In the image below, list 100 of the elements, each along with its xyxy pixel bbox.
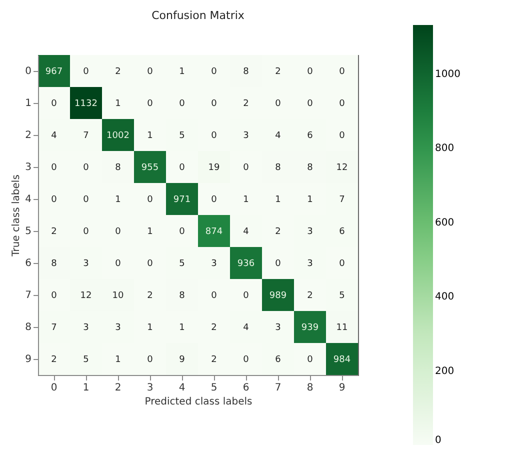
data-label: 1 [307, 195, 313, 205]
data-label: 0 [83, 67, 90, 77]
data-label: 4 [51, 131, 58, 141]
y-tick-label: 4 [25, 194, 32, 205]
data-label: 11 [336, 323, 348, 333]
data-label: 0 [275, 99, 282, 109]
data-label: 2 [275, 67, 281, 77]
data-label: 955 [141, 163, 159, 173]
color-bar-label: 200 [435, 366, 454, 377]
data-label: 0 [211, 131, 218, 141]
y-axis-title: True class labels [11, 174, 22, 258]
data-label: 2 [243, 99, 249, 109]
data-label: 0 [275, 259, 282, 269]
y-tick-label: 5 [25, 226, 32, 237]
data-label: 5 [179, 131, 185, 141]
data-label: 3 [115, 323, 121, 333]
data-label: 0 [307, 355, 314, 365]
data-label: 2 [51, 355, 57, 365]
data-label: 0 [243, 163, 250, 173]
data-label: 0 [83, 227, 90, 237]
data-label: 10 [112, 291, 124, 301]
data-label: 9 [179, 355, 186, 365]
data-label: 3 [307, 259, 313, 269]
data-label: 3 [307, 227, 313, 237]
data-label: 0 [211, 99, 218, 109]
data-label: 971 [173, 195, 191, 205]
data-label: 0 [51, 99, 58, 109]
x-tick-label: 3 [146, 382, 154, 394]
x-tick-label: 7 [274, 382, 282, 394]
data-label: 19 [208, 163, 220, 173]
x-tick-label: 6 [242, 382, 250, 394]
data-label: 8 [179, 291, 186, 301]
data-label: 0 [339, 259, 346, 269]
data-label: 12 [80, 291, 92, 301]
data-label: 0 [179, 99, 186, 109]
color-bar-label: 0 [435, 435, 442, 446]
data-label: 1 [179, 323, 185, 333]
x-tick-label: 1 [82, 382, 90, 394]
data-label: 1 [275, 195, 281, 205]
data-label: 0 [115, 259, 122, 269]
data-label: 1002 [106, 131, 130, 141]
data-label: 1 [115, 99, 121, 109]
data-label: 8 [275, 163, 282, 173]
data-label: 0 [211, 67, 218, 77]
data-label: 936 [237, 259, 255, 269]
data-label: 3 [243, 131, 249, 141]
data-label: 1 [179, 67, 185, 77]
data-label: 2 [51, 227, 57, 237]
x-tick-label: 8 [306, 382, 314, 394]
data-label: 0 [147, 259, 154, 269]
data-label: 0 [115, 227, 122, 237]
data-label: 1 [115, 195, 121, 205]
x-tick-label: 5 [210, 382, 218, 394]
data-label: 5 [83, 355, 89, 365]
y-tick-label: 6 [25, 258, 32, 269]
data-label: 2 [275, 227, 281, 237]
data-label: 7 [339, 195, 345, 205]
y-tick-label: 0 [25, 66, 32, 77]
data-label: 2 [211, 355, 217, 365]
data-label: 0 [83, 163, 90, 173]
data-label: 1 [115, 355, 121, 365]
x-tick-label: 2 [114, 382, 122, 394]
color-bar-label: 400 [435, 292, 454, 303]
data-label: 6 [275, 355, 282, 365]
data-label: 6 [339, 227, 346, 237]
y-tick-label: 3 [25, 162, 32, 173]
data-label: 3 [83, 259, 89, 269]
data-label: 8 [243, 67, 250, 77]
data-label: 0 [147, 67, 154, 77]
y-tick-label: 8 [25, 322, 32, 333]
y-tick-label: 2 [25, 130, 32, 141]
data-label: 2 [115, 67, 121, 77]
data-label: 874 [205, 227, 223, 237]
data-label: 989 [269, 291, 287, 301]
data-label: 967 [45, 67, 63, 77]
data-label: 0 [179, 163, 186, 173]
data-label: 0 [83, 195, 90, 205]
data-label: 8 [51, 259, 58, 269]
data-label: 8 [115, 163, 122, 173]
data-label: 3 [83, 323, 89, 333]
x-axis-title: Predicted class labels [144, 396, 252, 408]
data-label: 0 [339, 99, 346, 109]
data-label: 0 [243, 291, 250, 301]
y-tick-label: 1 [25, 98, 32, 109]
data-label: 0 [211, 291, 218, 301]
data-label: 4 [275, 131, 282, 141]
y-tick-label: 7 [25, 290, 32, 301]
data-label: 3 [211, 259, 217, 269]
data-label: 0 [339, 67, 346, 77]
color-bar-label: 1000 [435, 68, 460, 80]
data-label: 1 [147, 323, 153, 333]
data-label: 1 [147, 131, 153, 141]
data-label: 984 [333, 355, 351, 365]
data-label: 4 [243, 227, 250, 237]
data-label: 1 [243, 195, 249, 205]
data-label: 939 [301, 323, 319, 333]
data-label: 0 [243, 355, 250, 365]
data-label: 0 [179, 227, 186, 237]
data-label: 5 [179, 259, 185, 269]
data-label: 0 [51, 163, 58, 173]
